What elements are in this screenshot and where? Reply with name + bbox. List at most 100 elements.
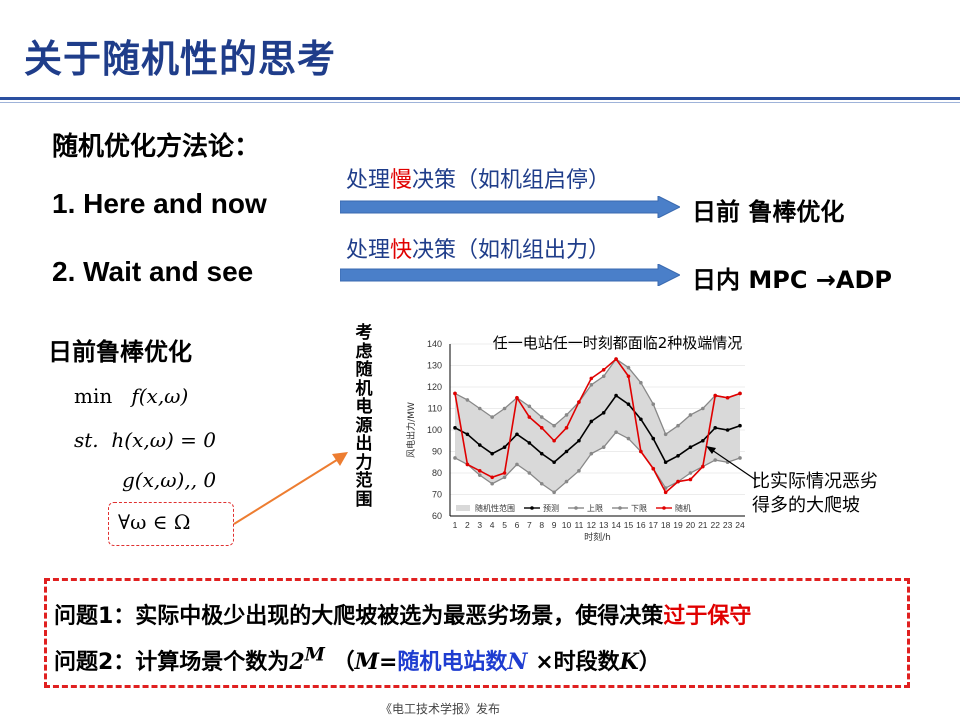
data-point xyxy=(676,454,680,458)
x-tick-label: 17 xyxy=(649,520,659,530)
data-point xyxy=(663,460,668,465)
arrow-label-accent: 慢 xyxy=(390,168,413,193)
data-point xyxy=(639,449,643,454)
x-tick-label: 16 xyxy=(636,520,646,530)
data-point xyxy=(713,426,718,430)
data-point xyxy=(453,426,457,430)
x-tick-label: 19 xyxy=(673,520,683,530)
data-point xyxy=(601,445,606,449)
paren-open: （ xyxy=(332,650,355,675)
data-point xyxy=(515,395,519,400)
arrow-label-post: 决策（如机组启停） xyxy=(412,168,611,193)
x-tick-label: 3 xyxy=(477,520,482,530)
title-divider-thin xyxy=(0,102,960,103)
item-wait-and-see: 2. Wait and see xyxy=(52,256,254,287)
data-point xyxy=(490,451,494,456)
y-tick-label: 130 xyxy=(427,361,442,371)
x-tick-label: 13 xyxy=(599,520,609,530)
data-point xyxy=(614,393,618,398)
data-point xyxy=(626,436,631,441)
data-point xyxy=(651,402,656,406)
data-point xyxy=(589,376,594,381)
data-point xyxy=(651,436,656,441)
data-point xyxy=(552,423,556,428)
y-tick-label: 110 xyxy=(428,404,442,414)
data-point xyxy=(688,445,693,449)
x-tick-label: 22 xyxy=(710,520,720,530)
result-day-ahead: 日前 鲁棒优化 xyxy=(692,198,845,226)
power-exponent: M xyxy=(304,644,325,666)
uncertainty-band xyxy=(455,359,740,493)
data-point xyxy=(539,481,544,486)
methodology-heading: 随机优化方法论： xyxy=(52,132,261,162)
data-point xyxy=(738,391,742,396)
data-point xyxy=(539,426,544,430)
data-point xyxy=(639,417,643,422)
eq-st: st. xyxy=(74,428,99,452)
eq-equality-fn: h(x,ω) = 0 xyxy=(111,428,217,452)
data-point xyxy=(465,462,470,467)
problem-1-text: 问题1：实际中极少出现的大爬坡被选为最恶劣场景，使得决策 xyxy=(54,604,664,629)
data-point xyxy=(713,458,718,462)
annotation-text: 比实际情况恶劣 得多的大爬坡 xyxy=(752,471,878,516)
data-point xyxy=(564,449,569,454)
data-point xyxy=(552,460,556,465)
legend-marker xyxy=(618,506,622,510)
problem-2-text: 问题2：计算场景个数为 xyxy=(54,650,290,675)
data-point xyxy=(453,456,457,460)
var-n: N xyxy=(507,649,528,675)
problem-2-power: 2M xyxy=(289,645,325,675)
y-tick-label: 120 xyxy=(427,382,442,392)
data-point xyxy=(738,423,742,428)
data-point xyxy=(515,432,519,437)
y-tick-label: 60 xyxy=(432,511,442,521)
data-point xyxy=(552,490,556,495)
y-tick-label: 100 xyxy=(427,425,442,435)
x-tick-label: 9 xyxy=(552,520,557,530)
data-point xyxy=(477,469,482,473)
x-tick-label: 21 xyxy=(698,520,708,530)
data-point xyxy=(539,415,544,419)
data-point xyxy=(577,469,581,473)
data-point xyxy=(589,383,594,387)
data-point xyxy=(688,477,693,482)
data-point xyxy=(639,380,643,385)
y-tick-label: 70 xyxy=(432,490,442,500)
data-point xyxy=(601,368,606,372)
data-point xyxy=(465,398,470,402)
right-arrow-icon xyxy=(340,196,680,218)
data-point xyxy=(453,391,457,396)
legend-label: 上限 xyxy=(587,504,603,513)
arrow-label-fast: 处理快决策（如机组出力） xyxy=(346,232,610,264)
data-point xyxy=(577,438,581,443)
legend-marker xyxy=(662,506,666,510)
paren-close: ） xyxy=(638,650,661,675)
data-point xyxy=(477,473,482,477)
equation-inequality: g(x,ω),, 0 xyxy=(122,468,217,492)
data-point xyxy=(601,411,606,415)
x-tick-label: 1 xyxy=(453,520,458,530)
y-tick-label: 140 xyxy=(427,339,442,349)
item-here-and-now: 1. Here and now xyxy=(52,188,267,219)
data-point xyxy=(651,466,656,471)
legend-marker xyxy=(574,506,578,510)
data-point xyxy=(738,456,742,460)
x-tick-label: 24 xyxy=(735,520,745,530)
data-point xyxy=(701,438,705,443)
legend-marker xyxy=(530,506,534,510)
arrow-label-accent: 快 xyxy=(390,238,413,263)
y-tick-label: 90 xyxy=(432,447,442,457)
series-line-预测 xyxy=(454,394,741,464)
uncertainty-set-box xyxy=(108,502,234,546)
eq-objective-fn: f(x,ω) xyxy=(131,384,189,408)
problem-1-highlight: 过于保守 xyxy=(663,604,752,629)
x-tick-label: 8 xyxy=(539,520,544,530)
data-point xyxy=(589,451,594,456)
data-point xyxy=(577,400,581,404)
x-tick-label: 7 xyxy=(527,520,532,530)
legend-swatch xyxy=(456,505,470,511)
data-point xyxy=(539,451,544,456)
data-point xyxy=(477,443,482,447)
y-axis-label: 风电出力/MW xyxy=(405,402,417,458)
eq-min: min xyxy=(74,384,113,408)
